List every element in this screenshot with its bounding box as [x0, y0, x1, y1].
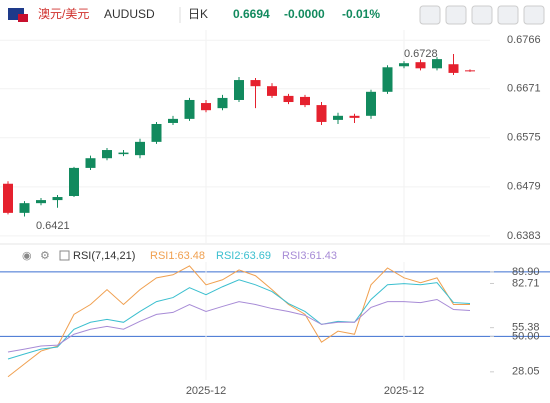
toolbar	[419, 5, 545, 25]
candle-body	[19, 203, 30, 213]
eye-icon[interactable]: ◉	[22, 250, 32, 262]
candle-body	[135, 141, 145, 156]
legend-entry: RSI2:63.69	[216, 250, 271, 262]
y-tick-label: 55.38	[512, 322, 540, 334]
x-tick-label: 2025-12	[186, 385, 226, 397]
candle-body	[465, 70, 475, 72]
price: 0.6694	[233, 7, 270, 21]
expand-icon[interactable]	[59, 250, 70, 261]
y-tick-label: 0.6383	[507, 230, 541, 242]
candle-body	[432, 59, 442, 69]
tool-button[interactable]	[471, 5, 493, 25]
high-annotation: 0.6728	[404, 48, 438, 60]
pair-name: 澳元/美元	[38, 7, 89, 21]
legend-entry: RSI3:61.43	[282, 250, 337, 262]
candle-body	[69, 167, 79, 197]
candle-body	[448, 64, 459, 73]
tool-button[interactable]	[419, 5, 441, 25]
tool-button[interactable]	[523, 5, 545, 25]
candle-body	[168, 118, 178, 123]
settings-icon[interactable]: ⚙	[40, 250, 50, 262]
y-tick-label: 28.05	[512, 366, 540, 378]
candle-body	[382, 67, 393, 92]
legend-entry: RSI1:63.48	[150, 250, 205, 262]
flag-icon	[18, 14, 28, 22]
candle-body	[399, 63, 409, 67]
candle-body	[250, 80, 261, 87]
candle-body	[217, 97, 228, 109]
y-tick-label: 50.00	[512, 330, 540, 342]
candle-body	[300, 96, 310, 106]
tool-button[interactable]	[497, 5, 519, 25]
candle-body	[184, 99, 195, 119]
change: -0.0000	[284, 7, 325, 21]
candle-body	[151, 123, 162, 142]
y-tick-label: 89.90	[512, 266, 540, 278]
y-tick-label: 0.6479	[507, 181, 541, 193]
symbol: AUDUSD	[104, 7, 155, 21]
candle-body	[333, 115, 343, 120]
rsi-line	[7, 279, 471, 360]
y-tick-label: 82.71	[512, 277, 540, 289]
candle-body	[118, 152, 129, 155]
rsi-line	[7, 298, 471, 353]
candle-body	[3, 183, 13, 213]
candle-body	[366, 91, 376, 116]
low-annotation: 0.6421	[36, 220, 70, 232]
y-tick-label: 0.6766	[507, 34, 541, 46]
rsi-title: RSI(7,14,21)	[73, 250, 135, 262]
candle-body	[316, 105, 327, 122]
y-tick-label: 0.6575	[507, 132, 541, 144]
candle-body	[201, 103, 211, 111]
candle-body	[267, 86, 277, 96]
rsi-line	[7, 265, 470, 378]
candle-body	[36, 200, 46, 204]
candle-body	[52, 197, 63, 201]
candle-body	[85, 158, 96, 168]
change-pct: -0.01%	[342, 7, 380, 21]
candle-body	[415, 62, 426, 69]
candle-body	[102, 150, 112, 159]
tool-button[interactable]	[445, 5, 467, 25]
x-tick-label: 2025-12	[384, 385, 424, 397]
candle-body	[349, 115, 360, 118]
candle-body	[234, 80, 244, 100]
y-tick-label: 0.6671	[507, 83, 541, 95]
candle-body	[283, 95, 294, 103]
interval[interactable]: 日K	[188, 7, 208, 21]
